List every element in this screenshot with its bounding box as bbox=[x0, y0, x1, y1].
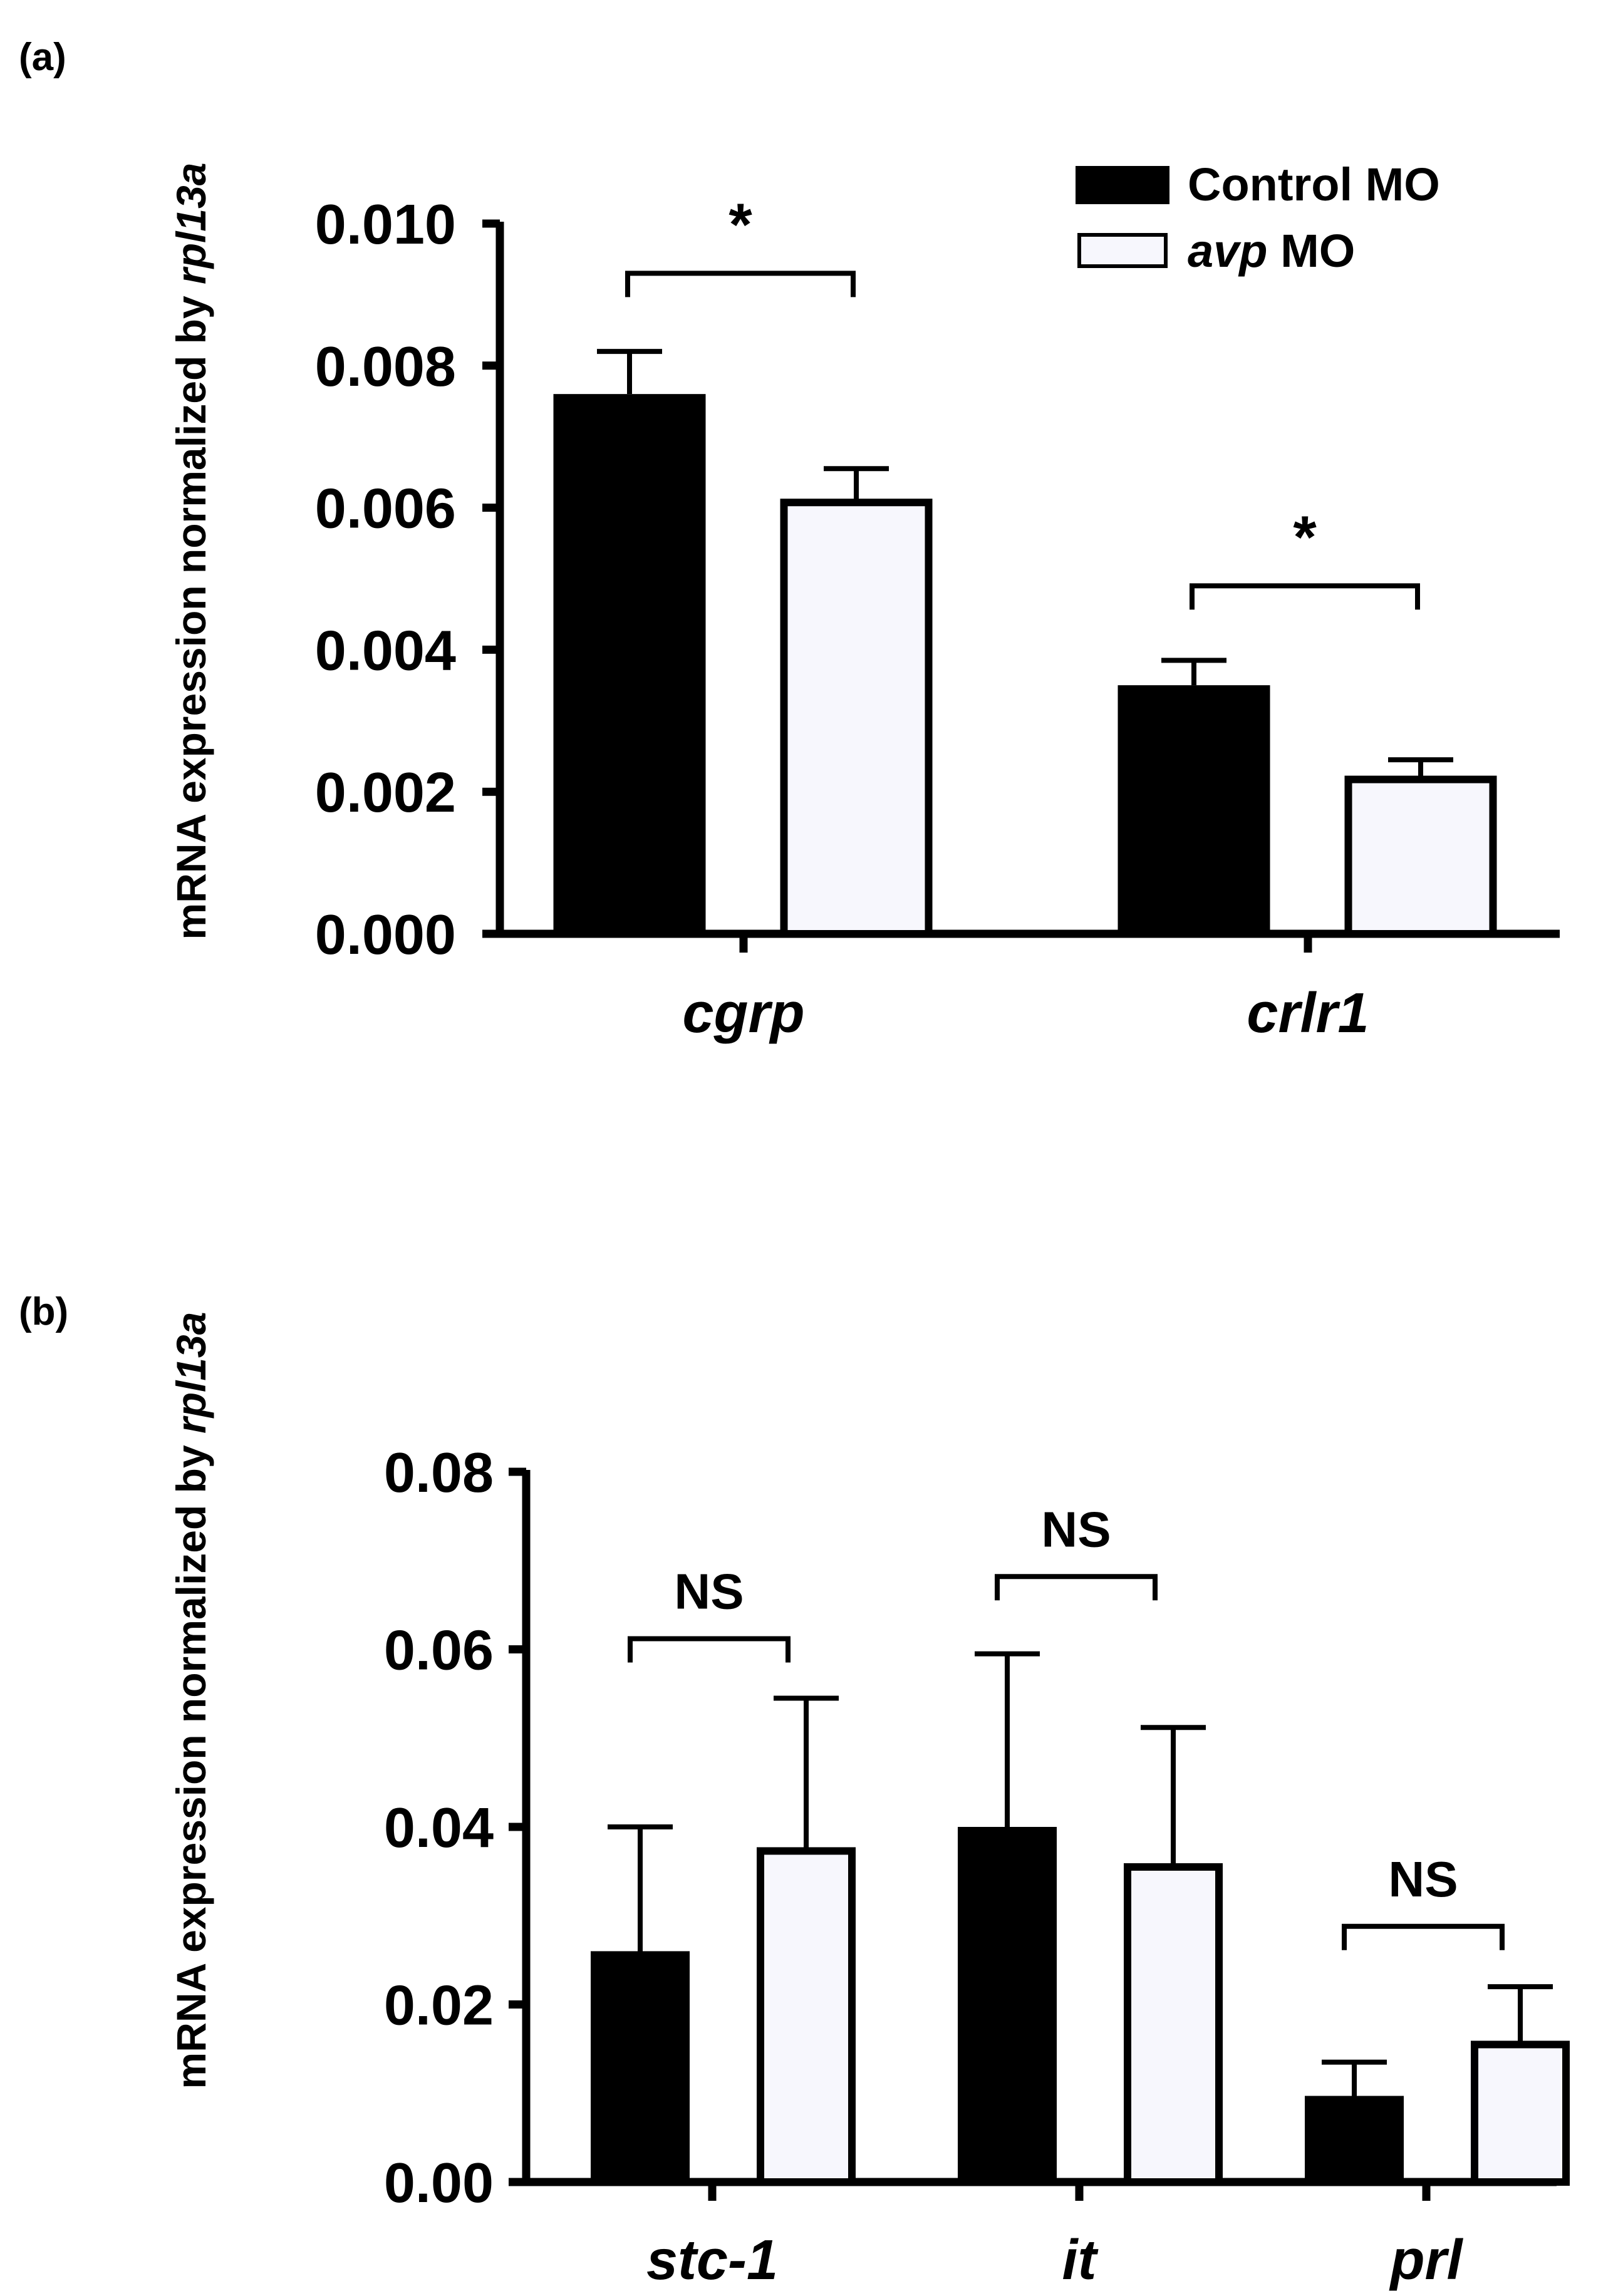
panel-b: (b) mRNA expression normalized by rpl13a… bbox=[19, 1290, 1570, 2292]
legend-avp-label: avp MO bbox=[1188, 225, 1355, 277]
panel-b-bar-avp-stc-1 bbox=[757, 1847, 856, 2186]
panel-a-category-label: cgrp bbox=[682, 982, 804, 1045]
panel-a-y-tick-label: 0.006 bbox=[315, 478, 456, 540]
panel-b-bar-avp-prl bbox=[1471, 2040, 1570, 2186]
panel-b-y-tick-label: 0.02 bbox=[384, 1975, 494, 2037]
panel-a-significance-bracket bbox=[1190, 583, 1420, 610]
panel-a-bar-control-cgrp bbox=[553, 394, 706, 934]
panel-b-bar-control-it bbox=[958, 1827, 1057, 2182]
panel-b-significance-bracket bbox=[995, 1574, 1158, 1601]
panel-b-category-label: prl bbox=[1389, 2229, 1463, 2292]
legend-avp-swatch bbox=[1077, 233, 1168, 268]
panel-a-plot-area: 0.000 0.002 0.004 0.006 0.008 0.010 cgrp crlr1 *… bbox=[315, 191, 1560, 1045]
legend-control-label: Control MO bbox=[1188, 158, 1440, 210]
panel-b-significance-label: NS bbox=[1041, 1501, 1111, 1557]
panel-b-significance-label: NS bbox=[674, 1563, 744, 1619]
panel-b-y-tick-label: 0.00 bbox=[384, 2152, 494, 2215]
panel-b-label: (b) bbox=[19, 1290, 68, 1333]
panel-a-significance-label: * bbox=[1293, 504, 1317, 571]
panel-b-significance-bracket bbox=[1342, 1923, 1505, 1950]
panel-b-y-axis-title-italic: rpl13a bbox=[168, 1312, 214, 1434]
legend-avp-label-italic: avp bbox=[1188, 225, 1268, 277]
panel-b-category-label: stc-1 bbox=[646, 2229, 778, 2292]
panel-a-y-axis-title-italic: rpl13a bbox=[168, 163, 214, 284]
legend-control-swatch bbox=[1076, 166, 1169, 204]
panel-b-bar-avp-it bbox=[1124, 1863, 1223, 2186]
panel-a-significance-bracket bbox=[625, 271, 856, 297]
panel-a-y-tick-label: 0.010 bbox=[315, 194, 456, 256]
panel-a-bar-control-crlr1 bbox=[1117, 685, 1270, 934]
legend-avp-label-suffix: MO bbox=[1268, 225, 1356, 277]
panel-b-y-axis-title-prefix: mRNA expression normalized by bbox=[168, 1434, 214, 2089]
panel-b-y-tick-label: 0.04 bbox=[384, 1797, 494, 1859]
panel-a-y-tick-label: 0.008 bbox=[315, 336, 456, 398]
legend: Control MO avp MO bbox=[1076, 158, 1440, 277]
panel-b-category-label: it bbox=[1062, 2229, 1099, 2292]
panel-a-category-label: crlr1 bbox=[1247, 982, 1369, 1045]
panel-a-label: (a) bbox=[19, 36, 66, 79]
panel-a-significance-label: * bbox=[729, 191, 752, 258]
panel-a-y-axis-title-prefix: mRNA expression normalized by bbox=[168, 284, 214, 940]
panel-b-bar-control-prl bbox=[1305, 2096, 1404, 2182]
panel-b-y-tick-label: 0.08 bbox=[384, 1442, 494, 1504]
panel-a-bar-avp-crlr1 bbox=[1344, 775, 1497, 938]
panel-b-bar-control-stc-1 bbox=[591, 1951, 690, 2182]
panel-a-y-tick-label: 0.002 bbox=[315, 762, 456, 824]
panel-b-plot-area: 0.00 0.02 0.04 0.06 0.08 stc-1 it prl NS NS NS bbox=[384, 1442, 1570, 2292]
panel-b-y-tick-label: 0.06 bbox=[384, 1620, 494, 1682]
panel-b-significance-bracket bbox=[628, 1636, 791, 1663]
panel-a-bar-avp-cgrp bbox=[780, 499, 933, 938]
panel-a-y-tick-label: 0.004 bbox=[315, 619, 456, 682]
panel-b-y-axis-title: mRNA expression normalized by rpl13a bbox=[168, 1312, 214, 2089]
panel-a-y-axis-title: mRNA expression normalized by rpl13a bbox=[168, 163, 214, 940]
panel-b-significance-label: NS bbox=[1388, 1851, 1458, 1907]
panel-a: (a) mRNA expression normalized by rpl13a… bbox=[19, 36, 1560, 1045]
panel-a-y-tick-label: 0.000 bbox=[315, 904, 456, 966]
